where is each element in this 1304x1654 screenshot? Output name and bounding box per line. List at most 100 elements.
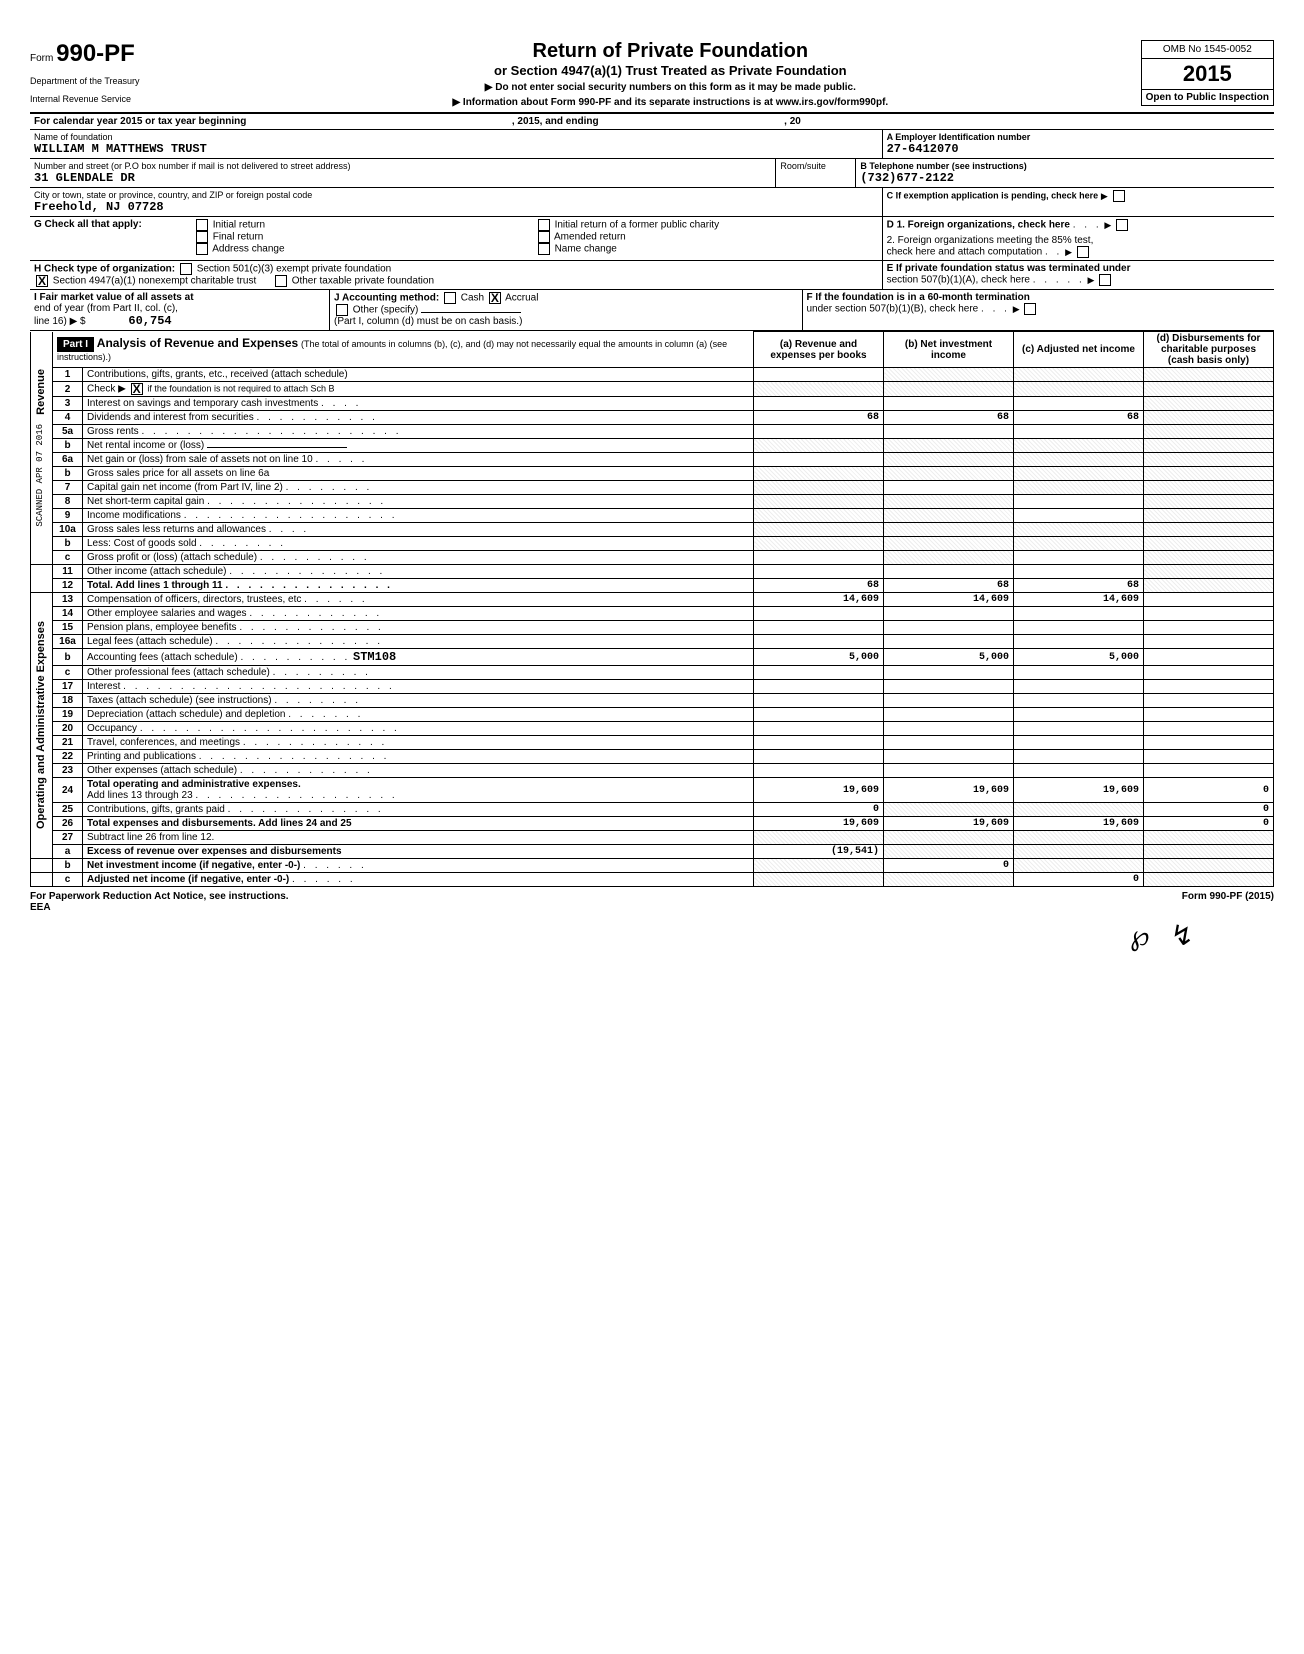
d2-checkbox[interactable]: [1077, 246, 1089, 258]
j-cash-checkbox[interactable]: [444, 292, 456, 304]
line-13: Compensation of officers, directors, tru…: [87, 594, 301, 605]
j-accrual: Accrual: [505, 293, 538, 304]
d1-checkbox[interactable]: [1116, 219, 1128, 231]
line-16c: Other professional fees (attach schedule…: [87, 667, 270, 678]
col-d-header: (d) Disbursements for charitable purpose…: [1144, 332, 1274, 368]
val-16ba: 5,000: [754, 649, 884, 666]
val-27a: (19,541): [754, 845, 884, 859]
h-e-row: H Check type of organization: Section 50…: [30, 261, 1274, 290]
line-14: Other employee salaries and wages: [87, 608, 247, 619]
val-12a: 68: [754, 579, 884, 593]
val-24b: 19,609: [884, 778, 1014, 803]
d2b: check here and attach computation: [887, 247, 1043, 258]
j-other-checkbox[interactable]: [336, 304, 348, 316]
city-c-row: City or town, state or province, country…: [30, 188, 1274, 217]
g-former-checkbox[interactable]: [538, 219, 550, 231]
g-final-checkbox[interactable]: [196, 231, 208, 243]
line-16b-stm: STM108: [353, 650, 396, 664]
foundation-name: WILLIAM M MATTHEWS TRUST: [34, 142, 878, 156]
note-ssn: ▶ Do not enter social security numbers o…: [200, 82, 1141, 93]
f-sub: under section 507(b)(1)(B), check here: [807, 304, 979, 315]
line-16a: Legal fees (attach schedule): [87, 636, 213, 647]
form-subtitle: or Section 4947(a)(1) Trust Treated as P…: [200, 63, 1141, 78]
c-label: C If exemption application is pending, c…: [887, 191, 1099, 201]
addr-value: 31 GLENDALE DR: [34, 171, 771, 185]
name-label: Name of foundation: [34, 132, 878, 142]
line-2-checkbox[interactable]: [131, 383, 143, 395]
g-initial-checkbox[interactable]: [196, 219, 208, 231]
val-24c: 19,609: [1014, 778, 1144, 803]
g-amended-checkbox[interactable]: [538, 231, 550, 243]
j-label: J Accounting method:: [334, 293, 439, 304]
j-note: (Part I, column (d) must be on cash basi…: [334, 316, 522, 327]
line-26: Total expenses and disbursements. Add li…: [87, 818, 352, 829]
j-accrual-checkbox[interactable]: [489, 292, 501, 304]
val-4c: 68: [1014, 411, 1144, 425]
city-value: Freehold, NJ 07728: [34, 200, 878, 214]
eea-label: EEA: [30, 902, 1274, 913]
address-phone-row: Number and street (or P.O box number if …: [30, 159, 1274, 188]
part1-badge: Part I: [57, 337, 94, 352]
open-inspection: Open to Public Inspection: [1142, 89, 1273, 105]
ein-label: A Employer Identification number: [887, 132, 1270, 142]
h-other-checkbox[interactable]: [275, 275, 287, 287]
form-header: Form 990-PF Department of the Treasury I…: [30, 40, 1274, 114]
i-line: line 16) ▶ $: [34, 316, 86, 327]
line-6b: Gross sales price for all assets on line…: [83, 467, 754, 481]
arrow-icon: [1101, 191, 1108, 202]
j-cash: Cash: [461, 293, 484, 304]
g-namechg-checkbox[interactable]: [538, 243, 550, 255]
col-b-header: (b) Net investment income: [884, 332, 1014, 368]
g-amended: Amended return: [554, 232, 626, 243]
val-25d: 0: [1144, 803, 1274, 817]
e-sub: section 507(b)(1)(A), check here: [887, 275, 1030, 286]
col-c-header: (c) Adjusted net income: [1014, 332, 1144, 368]
room-label: Room/suite: [780, 161, 851, 171]
d2a: 2. Foreign organizations meeting the 85%…: [887, 235, 1094, 246]
scanned-stamp: SCANNED APR 07 2016: [35, 424, 45, 527]
c-checkbox[interactable]: [1113, 190, 1125, 202]
f-checkbox[interactable]: [1024, 303, 1036, 315]
val-26b: 19,609: [884, 817, 1014, 831]
line-27: Subtract line 26 from line 12.: [83, 831, 754, 845]
j-other: Other (specify): [353, 305, 419, 316]
calendar-year-row: For calendar year 2015 or tax year begin…: [30, 114, 1274, 130]
line-24b: Add lines 13 through 23: [87, 790, 193, 801]
i-label: I Fair market value of all assets at: [34, 292, 194, 303]
col-a-header: (a) Revenue and expenses per books: [754, 332, 884, 368]
note-info: ▶ Information about Form 990-PF and its …: [200, 97, 1141, 108]
e-checkbox[interactable]: [1099, 274, 1111, 286]
addr-label: Number and street (or P.O box number if …: [34, 161, 771, 171]
g-d-row: G Check all that apply: Initial return F…: [30, 217, 1274, 261]
val-26a: 19,609: [754, 817, 884, 831]
g-final: Final return: [213, 232, 264, 243]
signature-mark: ℘ ↯: [30, 913, 1274, 953]
form-label: Form: [30, 53, 53, 64]
line-10b: Less: Cost of goods sold: [87, 538, 197, 549]
h-4947-checkbox[interactable]: [36, 275, 48, 287]
line-4: Dividends and interest from securities: [87, 412, 254, 423]
e-label: E If private foundation status was termi…: [887, 263, 1131, 274]
g-address: Address change: [212, 244, 284, 255]
val-26c: 19,609: [1014, 817, 1144, 831]
line-27a: Excess of revenue over expenses and disb…: [87, 846, 342, 857]
g-address-checkbox[interactable]: [196, 243, 208, 255]
val-27c: 0: [1014, 873, 1144, 887]
paperwork-notice: For Paperwork Reduction Act Notice, see …: [30, 891, 289, 902]
city-label: City or town, state or province, country…: [34, 190, 878, 200]
val-25a: 0: [754, 803, 884, 817]
phone-label: B Telephone number (see instructions): [860, 161, 1270, 171]
h-501-checkbox[interactable]: [180, 263, 192, 275]
line-20: Occupancy: [87, 723, 137, 734]
footer-row: For Paperwork Reduction Act Notice, see …: [30, 887, 1274, 902]
line-27c: Adjusted net income (if negative, enter …: [87, 874, 289, 885]
line-18: Taxes (attach schedule) (see instruction…: [87, 695, 272, 706]
tax-year: 2015: [1142, 59, 1273, 89]
line-10a: Gross sales less returns and allowances: [87, 524, 266, 535]
line-2: Check ▶: [87, 384, 126, 395]
val-16bb: 5,000: [884, 649, 1014, 666]
val-24a: 19,609: [754, 778, 884, 803]
f-label: F If the foundation is in a 60-month ter…: [807, 292, 1030, 303]
i-value: 60,754: [128, 314, 171, 328]
expenses-side-label: Operating and Administrative Expenses: [35, 621, 47, 829]
